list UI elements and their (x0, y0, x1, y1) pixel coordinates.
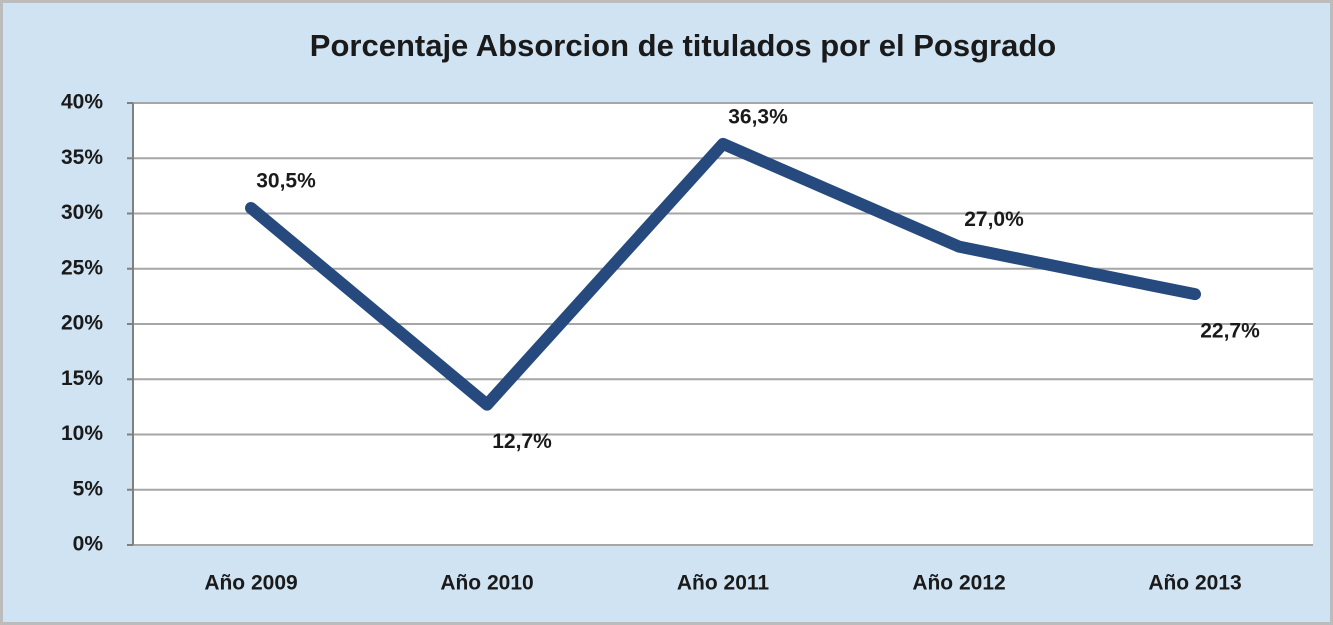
x-tick-label: Año 2011 (677, 572, 770, 595)
data-label: 12,7% (492, 430, 552, 453)
x-tick-label: Año 2013 (1148, 572, 1241, 595)
y-tick-label: 15% (61, 367, 103, 390)
data-label: 30,5% (256, 170, 316, 193)
line (245, 137, 1201, 411)
y-tick-label: 20% (61, 312, 103, 335)
y-tick-label: 10% (61, 422, 103, 445)
x-tick-label: Año 2010 (440, 572, 533, 595)
x-tick-label: Año 2009 (204, 572, 297, 595)
y-tick-label: 5% (73, 477, 104, 500)
x-tick-label: Año 2012 (912, 572, 1005, 595)
y-tick-label: 25% (61, 256, 103, 279)
data-label: 27,0% (964, 208, 1024, 231)
y-tick-label: 40% (61, 91, 103, 114)
chart-title: Porcentaje Absorcion de titulados por el… (310, 28, 1056, 63)
data-label: 22,7% (1200, 320, 1260, 343)
data-label: 36,3% (728, 105, 788, 128)
y-tick-label: 30% (61, 201, 103, 224)
y-tick-label: 35% (61, 146, 103, 169)
y-tick-label: 0% (73, 533, 104, 556)
